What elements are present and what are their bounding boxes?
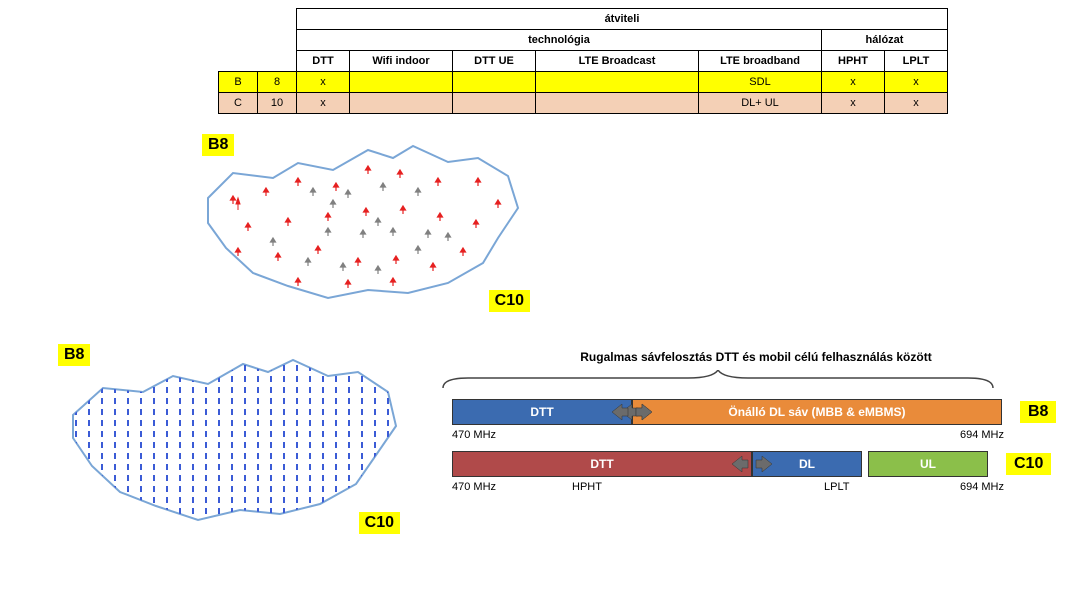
col-hpht: HPHT <box>822 51 885 72</box>
cell-hpht: x <box>822 93 885 114</box>
map2-label-tl: B8 <box>58 344 90 366</box>
col-ltebb: LTE broadband <box>699 51 822 72</box>
bar-dtt: DTT <box>452 399 632 425</box>
cell-dttue <box>453 93 536 114</box>
cell-letter: C <box>219 93 258 114</box>
freq-right-c: 694 MHz <box>944 481 1004 493</box>
side-label-b8: B8 <box>1020 401 1056 423</box>
slider-arrows-icon <box>730 451 774 477</box>
map1-label-tl: B8 <box>202 134 234 156</box>
hungary-outline-icon <box>178 128 538 318</box>
cell-ltebc <box>536 93 699 114</box>
cell-ltebb: SDL <box>699 72 822 93</box>
spectrum-diagram: Rugalmas sávfelosztás DTT és mobil célú … <box>438 350 1074 503</box>
slider-arrows-icon <box>610 399 654 425</box>
bar-dtt-c: DTT <box>452 451 752 477</box>
hungary-outline-icon <box>48 340 408 540</box>
col-wifi: Wifi indoor <box>350 51 453 72</box>
cell-lplt: x <box>885 93 948 114</box>
freq-right: 694 MHz <box>960 429 1004 441</box>
th-net: hálózat <box>822 30 948 51</box>
brace-icon <box>438 370 998 390</box>
map2-label-br: C10 <box>359 512 400 534</box>
cell-dtt: x <box>297 72 350 93</box>
table-row: B 8 x SDL x x <box>219 72 948 93</box>
spectrum-row-b8: DTT Önálló DL sáv (MBB & eMBMS) B8 <box>438 399 1074 425</box>
col-lplt: LPLT <box>885 51 948 72</box>
spectrum-title: Rugalmas sávfelosztás DTT és mobil célú … <box>438 350 1074 364</box>
options-table: átviteli technológia hálózat DTT Wifi in… <box>218 8 948 114</box>
cell-dttue <box>453 72 536 93</box>
freq-row: 470 MHz HPHT LPLT 694 MHz <box>438 481 1074 493</box>
side-label-c10: C10 <box>1006 453 1051 475</box>
freq-row: 470 MHz 694 MHz <box>438 429 1074 441</box>
th-atviteli: átviteli <box>297 9 948 30</box>
sub-lplt: LPLT <box>824 481 944 493</box>
cell-lplt: x <box>885 72 948 93</box>
col-dttue: DTT UE <box>453 51 536 72</box>
th-tech: technológia <box>297 30 822 51</box>
cell-wifi <box>350 93 453 114</box>
cell-ltebb: DL+ UL <box>699 93 822 114</box>
cell-ltebc <box>536 72 699 93</box>
bar-ul: UL <box>868 451 988 477</box>
freq-left: 470 MHz <box>452 429 496 441</box>
cell-hpht: x <box>822 72 885 93</box>
col-dtt: DTT <box>297 51 350 72</box>
cell-dtt: x <box>297 93 350 114</box>
map-dots: B8 C10 <box>48 340 408 540</box>
spectrum-row-c10: DTT DL UL C10 <box>438 451 1074 477</box>
cell-wifi <box>350 72 453 93</box>
sub-hpht: HPHT <box>512 481 824 493</box>
cell-num: 8 <box>258 72 297 93</box>
cell-num: 10 <box>258 93 297 114</box>
map1-label-br: C10 <box>489 290 530 312</box>
bar-dl-sav: Önálló DL sáv (MBB & eMBMS) <box>632 399 1002 425</box>
table-row: C 10 x DL+ UL x x <box>219 93 948 114</box>
cell-letter: B <box>219 72 258 93</box>
map-towers: B8 C10 <box>178 128 538 318</box>
freq-left-c: 470 MHz <box>452 481 512 493</box>
col-ltebc: LTE Broadcast <box>536 51 699 72</box>
